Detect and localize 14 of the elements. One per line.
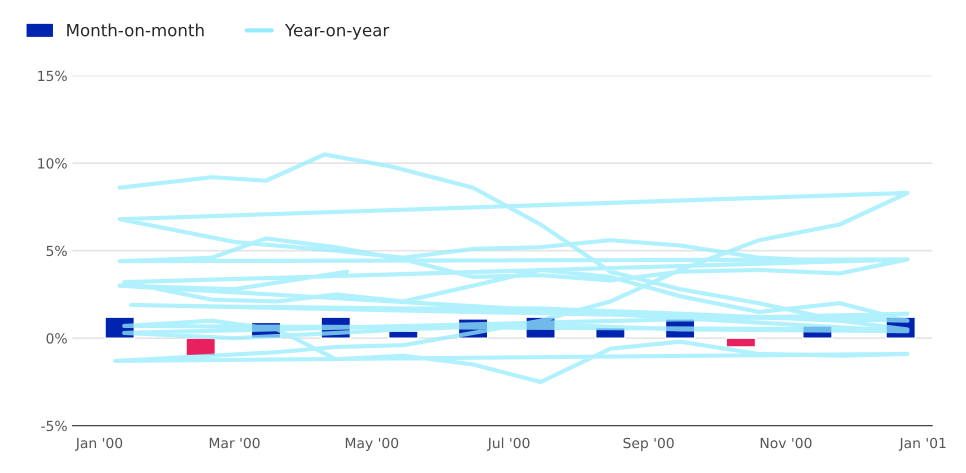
x-tick-label: Nov '00 bbox=[760, 438, 812, 448]
y-tick-label: 10% bbox=[38, 158, 67, 169]
y-tick-label: -5% bbox=[41, 420, 67, 432]
legend-label: Month-on-month bbox=[67, 24, 204, 36]
y-tick-label: 0% bbox=[46, 333, 67, 344]
x-tick-label: Sep '00 bbox=[623, 438, 674, 451]
x-tick-label: May '00 bbox=[346, 438, 398, 451]
legend-label: Year-on-year bbox=[284, 24, 390, 40]
y-tick-label: 15% bbox=[38, 70, 67, 82]
x-tick-label: Mar '00 bbox=[210, 438, 260, 448]
y-tick-label: 5% bbox=[46, 246, 67, 256]
x-tick-label: Jan '00 bbox=[75, 438, 122, 451]
x-tick-label: Jul '00 bbox=[487, 438, 530, 451]
x-tick-label: Jan '01 bbox=[898, 438, 946, 451]
